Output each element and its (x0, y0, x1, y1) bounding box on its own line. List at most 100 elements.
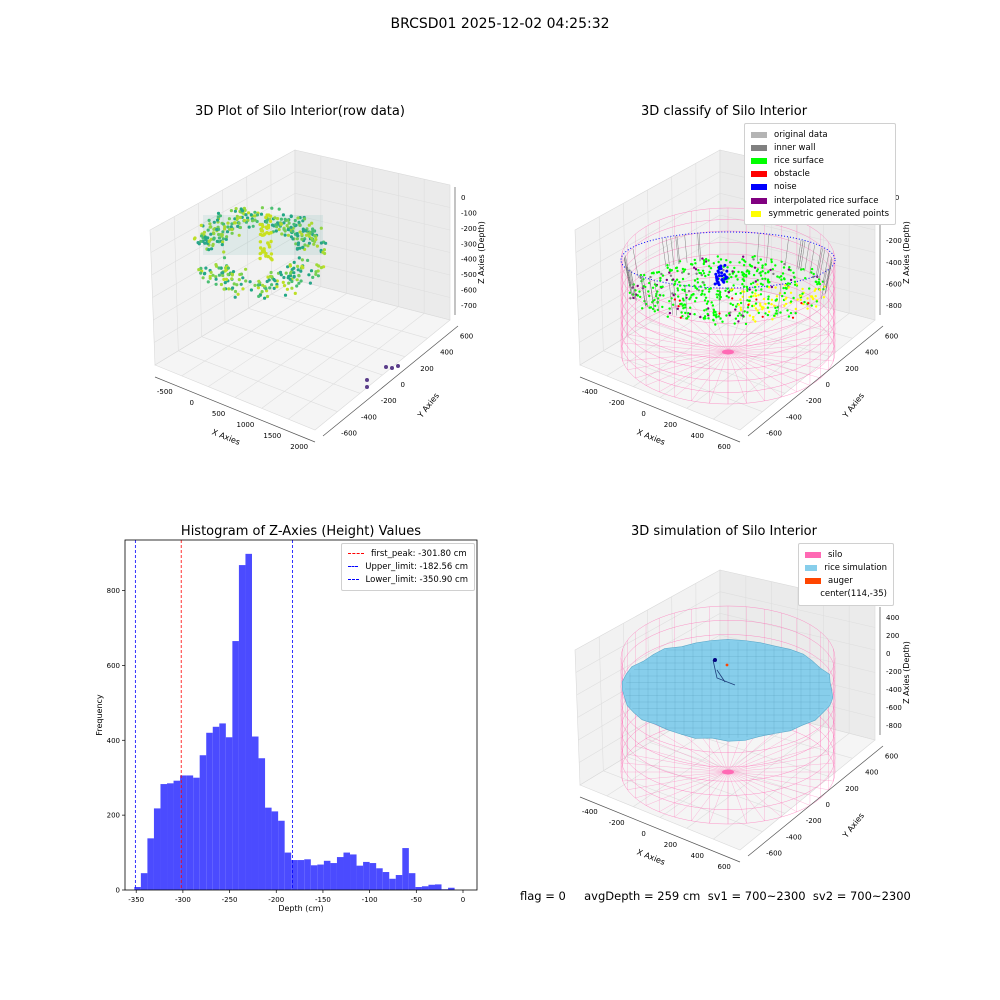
silo-floor-spoke (727, 762, 834, 773)
inner-wall-strand (624, 256, 631, 287)
classified-point (703, 283, 706, 287)
raw-point (287, 274, 291, 278)
classified-point (810, 304, 813, 307)
raw-point (248, 280, 252, 284)
silo-floor-spoke (674, 351, 729, 398)
z-tick-label: -400 (461, 256, 477, 264)
raw-point (267, 243, 271, 247)
silo-floor-spoke (645, 318, 729, 353)
classified-point (659, 285, 662, 289)
histogram-bar (336, 857, 344, 890)
legend-label: Lower_limit: -350.90 cm (365, 574, 468, 585)
classified-point (776, 275, 779, 278)
classified-point (651, 286, 655, 289)
classified-point (752, 294, 755, 298)
classified-point (754, 294, 758, 298)
classified-point (672, 293, 675, 297)
classified-point (674, 280, 677, 283)
raw-point (219, 282, 223, 287)
noise-point (716, 281, 720, 285)
legend-label: rice surface (774, 155, 824, 166)
classified-point (694, 286, 697, 289)
classified-point (679, 302, 682, 306)
figure-title: BRCSD01 2025-12-02 04:25:32 (390, 16, 610, 32)
classified-point (759, 258, 762, 261)
classified-point (700, 293, 703, 296)
classified-point (713, 310, 716, 313)
x-axis-label: X Axies (211, 427, 242, 446)
classified-point (803, 300, 806, 304)
inner-wall-strand (628, 268, 636, 300)
raw-point (292, 260, 296, 264)
raw-point (261, 283, 265, 287)
y-tick-label: -200 (381, 397, 397, 405)
classified-point (757, 294, 760, 297)
raw-point (222, 287, 226, 291)
classified-point (691, 293, 695, 296)
classified-point (708, 270, 711, 274)
classified-point (736, 278, 739, 281)
classified-point (756, 309, 759, 312)
classified-point (683, 303, 686, 306)
classified-point (688, 312, 692, 316)
silo-floor-spoke (674, 306, 729, 353)
classified-point (741, 282, 744, 286)
raw-point (226, 266, 230, 270)
raw-point (264, 287, 268, 291)
raw-point (307, 273, 311, 277)
raw-point (314, 270, 318, 274)
raw-point (214, 275, 218, 279)
x-tick-label: 0 (189, 399, 193, 407)
x-tick-label: 0 (641, 410, 645, 418)
classified-point (691, 263, 694, 266)
status-summary: flag = 0 avgDepth = 259 cm sv1 = 700~230… (520, 889, 911, 903)
silo-floor-center (722, 769, 734, 775)
y-axis-line (322, 325, 459, 437)
classified-point (794, 312, 797, 315)
classified-point (793, 283, 797, 286)
classified-point (789, 311, 793, 315)
classified-point (721, 320, 724, 323)
classified-point (727, 296, 730, 299)
classified-point (671, 292, 674, 295)
raw-point (238, 225, 242, 230)
y-tick-label: 600 (885, 333, 898, 341)
raw-point (270, 223, 275, 227)
classified-point (727, 312, 731, 315)
histogram-legend: first_peak: -301.80 cm Upper_limit: -182.… (341, 543, 475, 591)
classified-point (676, 269, 679, 273)
silo-floor-spoke (627, 334, 729, 353)
classified-point (697, 289, 700, 292)
classified-point (685, 293, 688, 297)
raw-point (295, 284, 299, 288)
inner-wall-strand (625, 264, 632, 296)
silo-floor-spoke (727, 771, 829, 790)
legend-entry: symmetric generated points (751, 207, 889, 220)
raw-point (236, 292, 240, 296)
classified-point (652, 272, 655, 275)
classified-point (639, 273, 643, 277)
classified-point (703, 299, 707, 302)
y-axis-label: Y Axies (840, 811, 866, 840)
raw-point (296, 268, 300, 272)
z-tick-label: -800 (886, 722, 902, 730)
simulation-legend: silo rice simulation auger center(114,-35) (798, 543, 894, 606)
raw-point (296, 264, 300, 268)
classified-point (748, 288, 751, 291)
classified-point (753, 285, 757, 289)
classified-point (787, 286, 790, 289)
raw-point (246, 216, 250, 220)
raw-point (312, 242, 316, 246)
classified-point (659, 276, 662, 280)
classified-point (745, 270, 748, 273)
classified-point (693, 266, 696, 269)
silo-floor-spoke (635, 325, 729, 353)
noise-point (717, 265, 721, 269)
classified-point (759, 274, 763, 277)
legend-entry: original data (751, 128, 889, 141)
histogram-bar (140, 873, 148, 890)
classified-point (660, 272, 663, 276)
histogram-bar (173, 780, 181, 890)
raw-point (212, 220, 216, 224)
raw-point (233, 295, 237, 299)
